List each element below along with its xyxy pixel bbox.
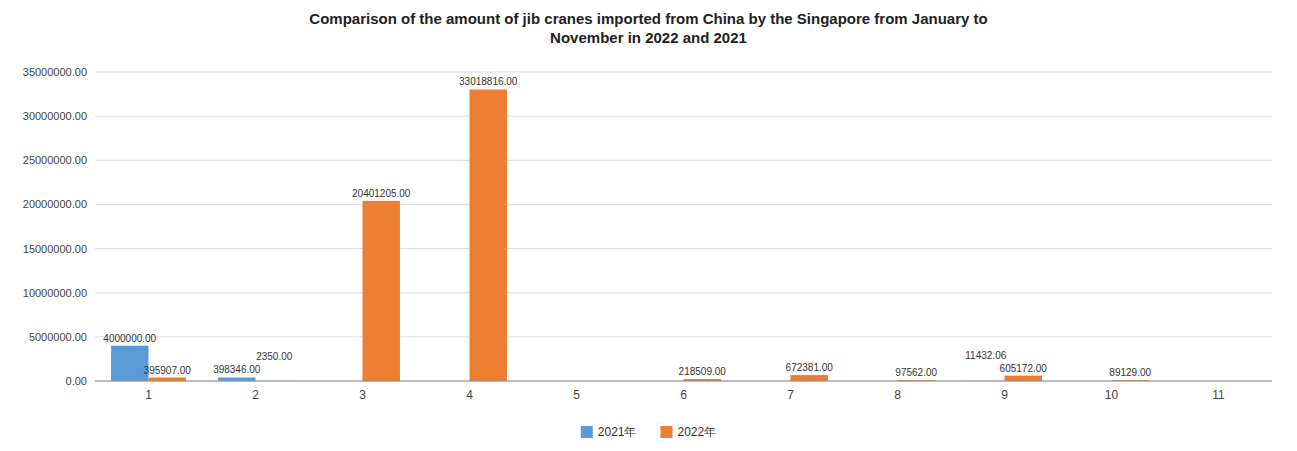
data-label: 97562.00 — [895, 367, 937, 378]
bar — [111, 346, 148, 381]
x-tick-label: 7 — [787, 388, 794, 402]
grid-line — [95, 204, 1272, 205]
data-label: 89129.00 — [1109, 367, 1151, 378]
title-line: November in 2022 and 2021 — [550, 29, 747, 46]
x-tick-label: 4 — [466, 388, 473, 402]
data-label: 2350.00 — [256, 351, 293, 362]
data-label: 11432.06 — [965, 350, 1006, 361]
bar — [1005, 376, 1042, 381]
grid-line — [95, 336, 1272, 337]
y-tick-label: 15000000.00 — [23, 243, 87, 255]
legend-label: 2022年 — [678, 425, 717, 439]
grid-line — [95, 292, 1272, 293]
y-tick-label: 20000000.00 — [23, 198, 87, 210]
title: Comparison of the amount of jib cranes i… — [309, 10, 987, 46]
data-label: 4000000.00 — [103, 333, 156, 344]
bar — [218, 377, 255, 381]
bar — [363, 201, 400, 381]
y-tick-label: 25000000.00 — [23, 154, 87, 166]
y-tick-label: 5000000.00 — [29, 331, 87, 343]
grid-line — [95, 248, 1272, 249]
title-line: Comparison of the amount of jib cranes i… — [309, 10, 987, 27]
y-axis: 0.00 5000000.00 10000000.00 15000000.00 2000… — [23, 66, 1272, 387]
x-tick-label: 3 — [359, 388, 366, 402]
data-label: 33018816.00 — [459, 76, 518, 87]
legend-swatch — [581, 426, 593, 438]
grid-line — [95, 72, 1272, 73]
legend: 2021年 2022年 — [581, 425, 716, 439]
y-tick-label: 35000000.00 — [23, 66, 87, 78]
data-label: 395907.00 — [144, 365, 192, 376]
x-tick-label: 1 — [145, 388, 152, 402]
grid-line — [95, 160, 1272, 161]
grid-line — [95, 116, 1272, 117]
y-tick-label: 0.00 — [66, 375, 87, 387]
x-tick-label: 8 — [894, 388, 901, 402]
bars — [111, 89, 1149, 381]
x-axis: 1 2 3 4 5 6 7 8 9 10 11 — [95, 381, 1272, 402]
data-label: 672381.00 — [786, 362, 834, 373]
y-tick-label: 30000000.00 — [23, 110, 87, 122]
bar — [791, 375, 828, 381]
y-tick-label: 10000000.00 — [23, 287, 87, 299]
legend-item: 2022年 — [661, 425, 717, 439]
legend-label: 2021年 — [598, 425, 637, 439]
data-labels: 4000000.00 398346.00 11432.06 395907.00 2350… — [103, 76, 1151, 378]
x-tick-label: 9 — [1001, 388, 1008, 402]
x-tick-label: 10 — [1105, 388, 1119, 402]
legend-item: 2021年 — [581, 425, 637, 439]
data-label: 20401205.00 — [352, 188, 411, 199]
data-label: 398346.00 — [213, 364, 261, 375]
bar — [149, 378, 186, 381]
grid-line — [95, 381, 1272, 382]
x-tick-label: 6 — [680, 388, 687, 402]
data-label: 605172.00 — [1000, 363, 1048, 374]
x-tick-label: 5 — [573, 388, 580, 402]
data-label: 218509.00 — [679, 366, 727, 377]
chart: Comparison of the amount of jib cranes i… — [0, 0, 1297, 451]
x-tick-label: 11 — [1212, 388, 1225, 402]
legend-swatch — [661, 426, 673, 438]
x-tick-label: 2 — [252, 388, 259, 402]
x-axis-line — [95, 381, 1272, 382]
bar — [470, 89, 507, 381]
